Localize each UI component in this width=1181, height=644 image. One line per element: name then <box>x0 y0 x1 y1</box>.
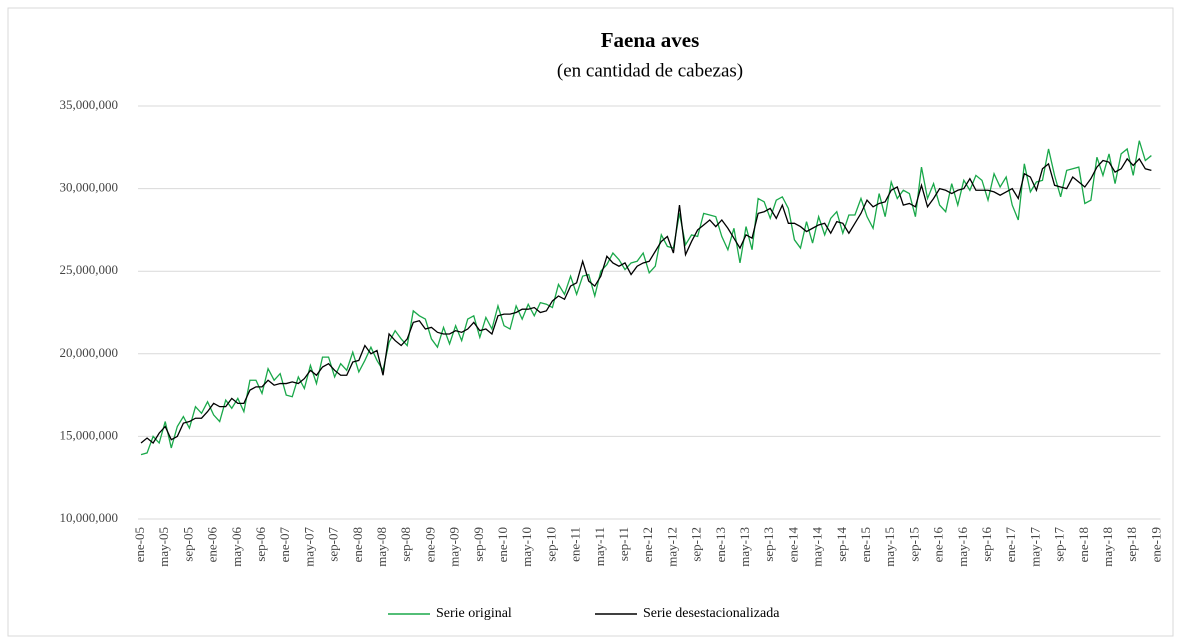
x-tick-label: ene-05 <box>132 527 147 562</box>
chart-subtitle: (en cantidad de cabezas) <box>557 60 743 81</box>
x-tick-label: ene-16 <box>931 527 946 563</box>
x-tick-label: may-11 <box>592 527 607 566</box>
x-tick-label: may-17 <box>1027 527 1042 567</box>
chart-title: Faena aves <box>601 28 700 52</box>
x-tick-label: ene-11 <box>568 527 583 562</box>
x-tick-label: ene-19 <box>1148 527 1163 562</box>
y-tick-label: 35,000,000 <box>60 97 119 112</box>
x-tick-label: sep-05 <box>180 527 195 562</box>
x-tick-label: sep-09 <box>471 527 486 562</box>
x-tick-label: may-06 <box>229 527 244 567</box>
x-tick-label: sep-07 <box>326 527 341 562</box>
x-tick-label: sep-16 <box>979 527 994 562</box>
x-tick-label: ene-13 <box>713 527 728 562</box>
x-tick-label: ene-10 <box>495 527 510 562</box>
y-tick-label: 10,000,000 <box>60 510 119 525</box>
y-tick-label: 20,000,000 <box>60 345 119 360</box>
y-tick-label: 15,000,000 <box>60 427 119 442</box>
x-tick-label: may-09 <box>447 527 462 567</box>
x-tick-label: sep-11 <box>616 527 631 561</box>
x-tick-label: sep-17 <box>1052 527 1067 562</box>
x-tick-label: sep-14 <box>834 527 849 562</box>
x-tick-label: sep-06 <box>253 527 268 562</box>
legend-label: Serie original <box>436 606 512 621</box>
x-tick-label: ene-06 <box>205 527 220 563</box>
x-tick-label: sep-08 <box>398 527 413 562</box>
x-tick-label: may-08 <box>374 527 389 567</box>
x-tick-label: ene-14 <box>785 527 800 563</box>
x-tick-label: sep-13 <box>761 527 776 562</box>
y-tick-label: 25,000,000 <box>60 262 119 277</box>
x-tick-label: ene-07 <box>277 527 292 563</box>
x-tick-label: sep-18 <box>1124 527 1139 562</box>
x-tick-label: ene-17 <box>1003 527 1018 563</box>
x-tick-label: may-12 <box>664 527 679 567</box>
x-tick-label: may-16 <box>955 527 970 567</box>
y-tick-label: 30,000,000 <box>60 180 119 195</box>
x-tick-label: ene-18 <box>1076 527 1091 562</box>
x-tick-label: sep-12 <box>689 527 704 562</box>
x-tick-label: ene-09 <box>422 527 437 562</box>
x-tick-label: may-14 <box>810 527 825 567</box>
x-tick-label: ene-08 <box>350 527 365 562</box>
x-tick-label: may-07 <box>301 527 316 567</box>
x-tick-label: may-10 <box>519 527 534 567</box>
x-tick-label: may-13 <box>737 527 752 567</box>
x-tick-label: may-18 <box>1100 527 1115 567</box>
chart-border <box>7 7 1174 637</box>
x-tick-label: ene-15 <box>858 527 873 562</box>
series-line <box>140 140 1152 456</box>
x-tick-label: ene-12 <box>640 527 655 562</box>
x-tick-label: may-15 <box>882 527 897 567</box>
x-tick-label: sep-15 <box>906 527 921 562</box>
series-line <box>140 157 1152 444</box>
x-tick-label: may-05 <box>156 527 171 567</box>
legend-label: Serie desestacionalizada <box>643 606 780 621</box>
x-tick-label: sep-10 <box>543 527 558 562</box>
